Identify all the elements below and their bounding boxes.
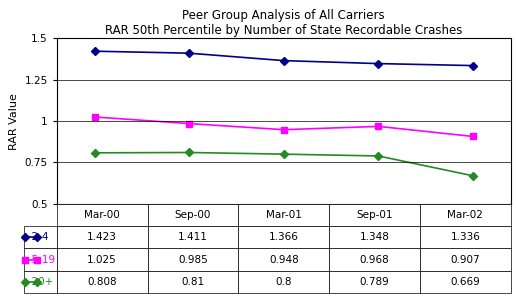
Line: 5-19: 5-19 <box>92 114 476 139</box>
Line: 20+: 20+ <box>92 150 476 178</box>
2-4 <box>91 49 98 53</box>
Y-axis label: RAR Value: RAR Value <box>9 93 19 149</box>
2-4 <box>281 59 287 62</box>
5-19 <box>186 122 192 125</box>
20+ <box>91 151 98 155</box>
5-19 <box>470 135 476 138</box>
2-4 <box>470 64 476 67</box>
20+ <box>281 152 287 156</box>
5-19 <box>375 125 381 128</box>
20+ <box>470 174 476 178</box>
2-4 <box>186 52 192 55</box>
20+ <box>375 154 381 158</box>
Title: Peer Group Analysis of All Carriers
RAR 50th Percentile by Number of State Recor: Peer Group Analysis of All Carriers RAR … <box>105 9 462 37</box>
5-19 <box>281 128 287 131</box>
20+ <box>186 151 192 154</box>
2-4 <box>375 62 381 65</box>
Line: 2-4: 2-4 <box>92 49 476 68</box>
5-19 <box>91 115 98 119</box>
